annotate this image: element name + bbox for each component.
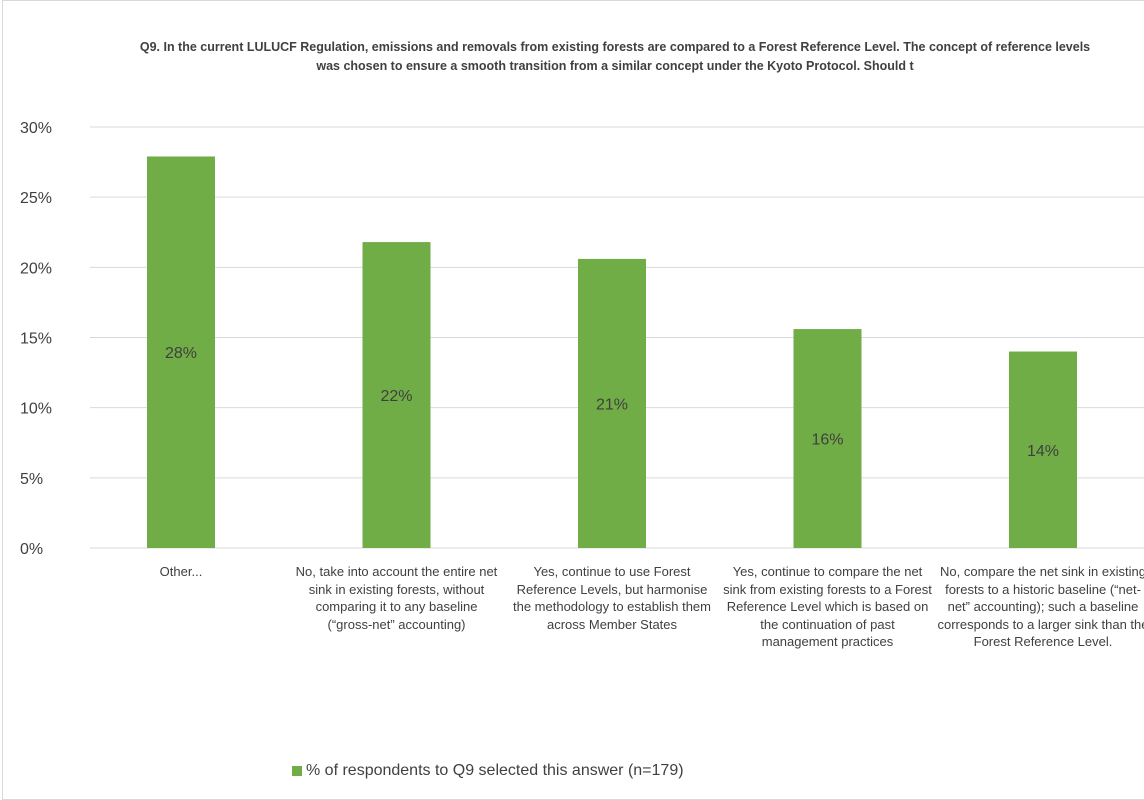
y-tick-label: 25%: [20, 190, 52, 207]
x-category-label: No, compare the net sink in existing for…: [937, 564, 1144, 649]
y-tick-label: 10%: [20, 401, 52, 418]
bar: [147, 156, 215, 548]
chart-title: Q9. In the current LULUCF Regulation, em…: [139, 40, 1091, 73]
x-category-label: No, take into account the entire net sin…: [295, 564, 498, 632]
bar: [793, 329, 862, 548]
y-tick-label: 0%: [20, 541, 43, 558]
y-tick-label: 5%: [20, 471, 43, 488]
data-label: 14%: [1027, 443, 1059, 460]
bar: [578, 258, 646, 548]
x-category-label: Other...: [159, 564, 203, 579]
data-labels: 28% 22% 21% 16% 14%: [165, 345, 1059, 460]
bar: [362, 242, 431, 548]
y-axis-ticks: 0% 5% 10% 15% 20% 25% 30%: [20, 120, 52, 558]
x-category-label: Yes, continue to use Forest Reference Le…: [512, 564, 711, 632]
y-tick-label: 20%: [20, 260, 52, 277]
x-category-label: Yes, continue to compare the net sink fr…: [723, 564, 932, 649]
legend: % of respondents to Q9 selected this ans…: [292, 762, 684, 780]
bar: [1009, 351, 1077, 548]
data-label: 21%: [596, 396, 628, 413]
data-label: 22%: [380, 388, 412, 405]
legend-label: % of respondents to Q9 selected this ans…: [306, 762, 684, 779]
y-tick-label: 30%: [20, 120, 52, 137]
data-label: 28%: [165, 345, 197, 362]
data-label: 16%: [811, 432, 843, 449]
y-tick-label: 15%: [20, 331, 52, 348]
bars: [147, 156, 1077, 548]
legend-swatch: [292, 766, 302, 776]
